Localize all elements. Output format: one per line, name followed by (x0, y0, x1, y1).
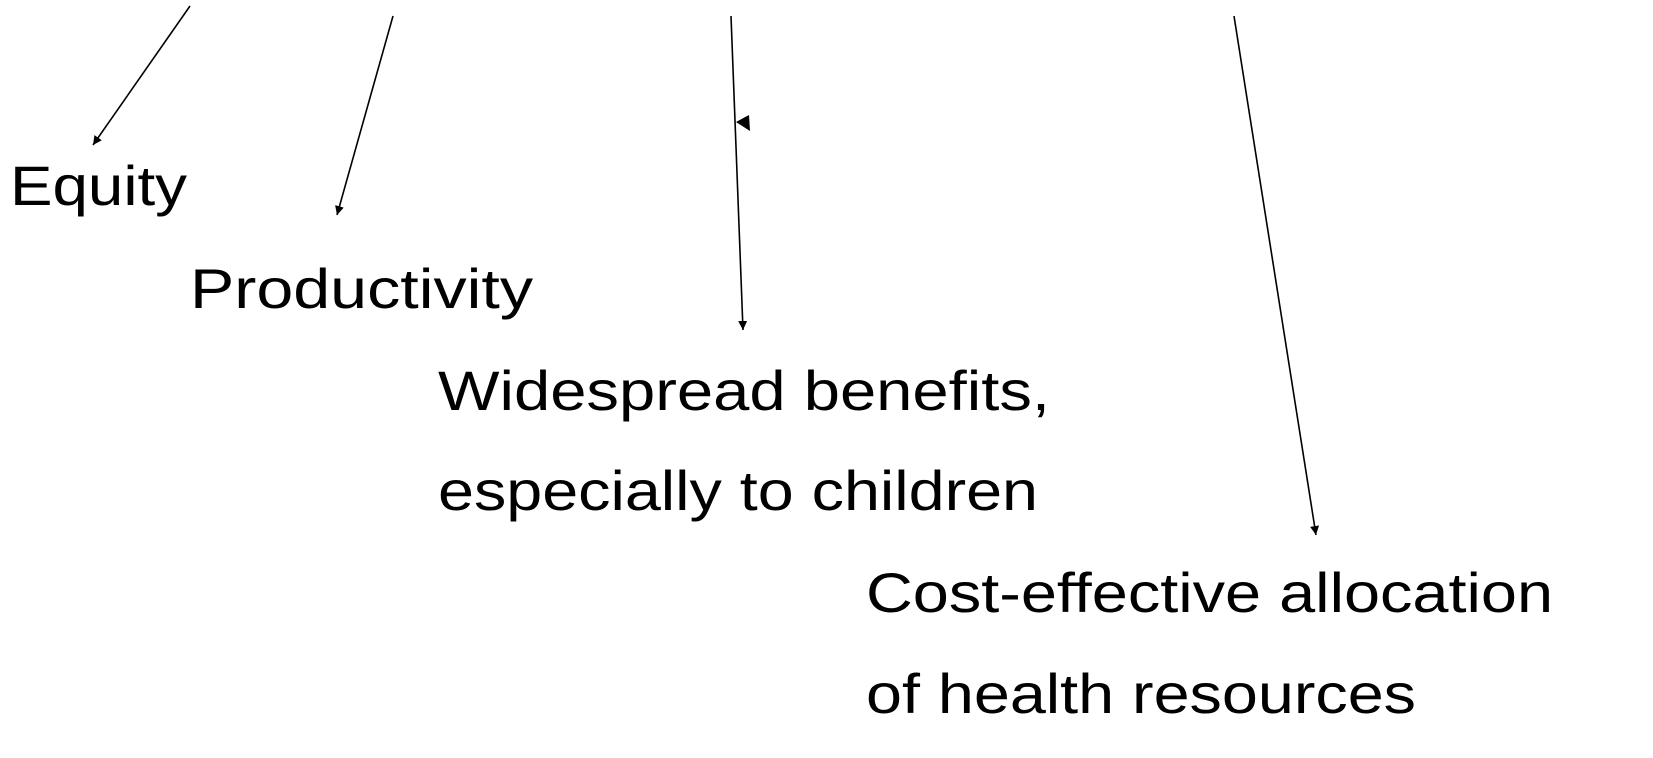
node-label: Equity (10, 154, 187, 217)
arrowhead (736, 115, 750, 131)
node-label: Cost-effective allocation (866, 561, 1553, 624)
arrow (92, 5, 191, 146)
node-label: especially to children (438, 459, 1038, 522)
arrow (335, 15, 394, 216)
arrow (730, 15, 748, 331)
node-label: of health resources (866, 662, 1416, 725)
node-label: Productivity (190, 257, 533, 320)
arrow (1233, 15, 1320, 536)
node-label: Widespread benefits, (438, 359, 1050, 422)
